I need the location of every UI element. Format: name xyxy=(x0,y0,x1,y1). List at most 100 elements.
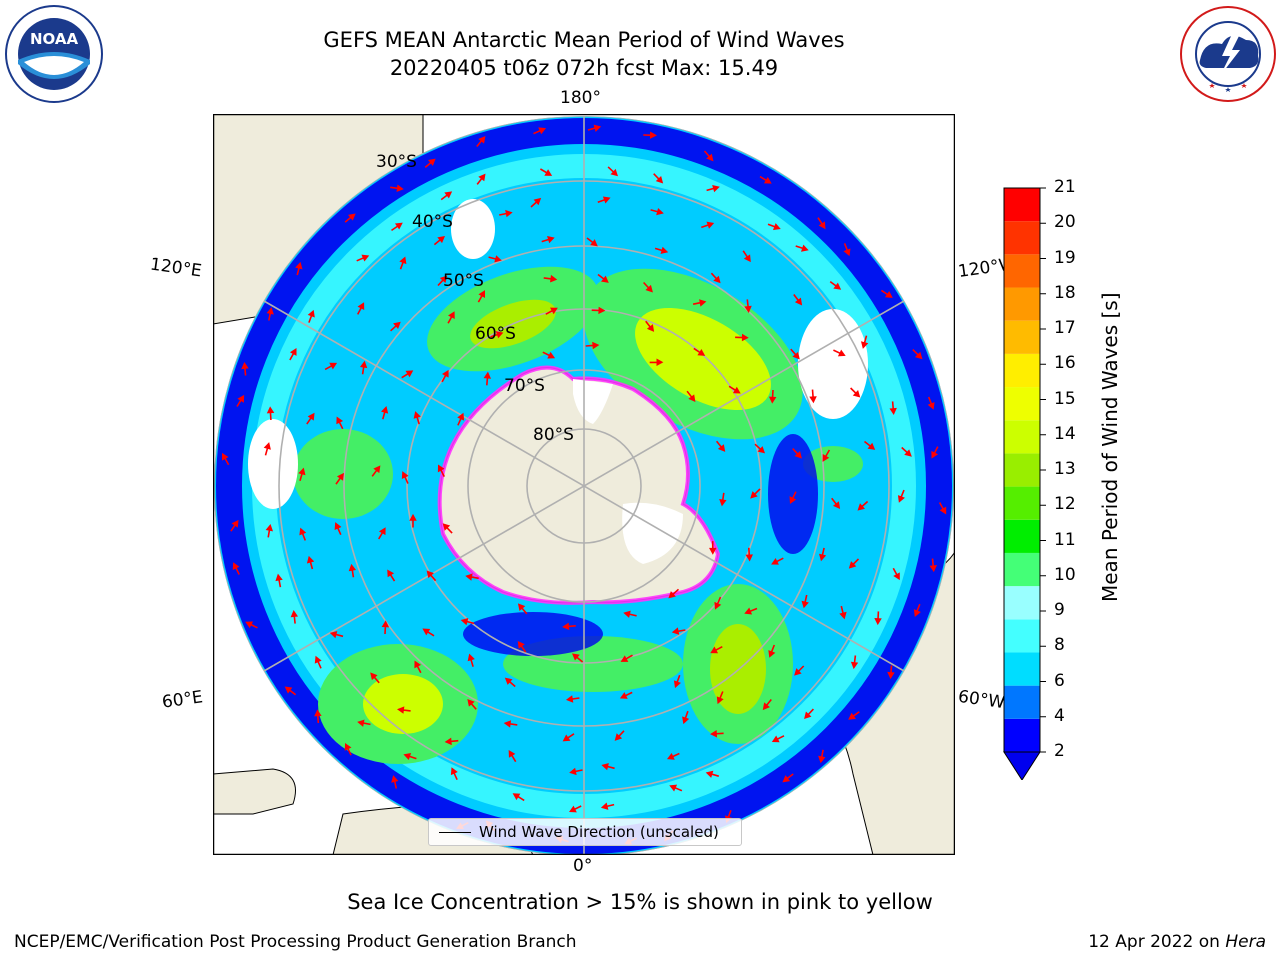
colorbar-tick-label: 12 xyxy=(1054,494,1076,515)
chart-title: GEFS MEAN Antarctic Mean Period of Wind … xyxy=(323,28,845,52)
wave-direction-arrow xyxy=(597,273,609,283)
wave-direction-arrow xyxy=(833,349,846,357)
colorbar-tick-label: 18 xyxy=(1054,282,1076,303)
legend-line-symbol xyxy=(439,831,471,833)
wave-direction-arrow xyxy=(483,371,492,386)
wave-direction-arrow xyxy=(913,603,921,617)
wave-direction-arrow xyxy=(329,630,344,639)
lat-label-60s: 60°S xyxy=(475,324,516,344)
wave-direction-arrow xyxy=(822,449,831,462)
wave-direction-arrow xyxy=(444,737,459,746)
wave-direction-arrow xyxy=(263,442,271,456)
colorbar-tick-label: 2 xyxy=(1054,741,1065,761)
colorbar-band xyxy=(1004,486,1040,520)
wave-direction-arrow xyxy=(818,749,826,764)
wave-direction-arrow xyxy=(710,272,721,284)
wave-direction-arrow xyxy=(401,370,414,379)
wave-direction-arrow xyxy=(742,250,751,263)
wave-direction-arrow xyxy=(265,523,273,538)
wave-direction-arrow xyxy=(284,686,297,696)
colorbar-band xyxy=(1004,420,1040,454)
sea-ice-note: Sea Ice Concentration > 15% is shown in … xyxy=(347,890,933,914)
lon-label-180: 180° xyxy=(560,88,601,108)
wave-direction-arrow xyxy=(477,290,485,303)
wave-direction-arrow xyxy=(709,541,717,555)
wave-direction-arrow xyxy=(504,677,516,688)
colorbar-band xyxy=(1004,519,1040,553)
wave-direction-arrow xyxy=(931,446,939,459)
wave-direction-arrow xyxy=(344,742,352,756)
wave-direction-arrow xyxy=(306,555,315,570)
wave-direction-arrow xyxy=(600,802,615,810)
wave-direction-arrow xyxy=(530,197,542,208)
lat-label-40s: 40°S xyxy=(412,212,453,232)
wave-direction-arrow xyxy=(767,223,781,231)
wave-direction-arrow xyxy=(440,191,453,201)
wave-direction-arrow xyxy=(541,236,555,244)
wave-direction-arrow xyxy=(266,406,275,421)
wave-direction-arrow xyxy=(306,412,315,425)
wave-direction-arrow xyxy=(414,660,422,674)
wave-direction-arrow xyxy=(938,502,947,515)
wave-direction-arrow xyxy=(801,594,809,609)
noaa-logo-text: NOAA xyxy=(30,30,79,48)
ross-ice-shelf xyxy=(573,379,613,424)
colorbar-label: Mean Period of Wind Waves [s] xyxy=(1098,292,1122,602)
wave-direction-arrow xyxy=(818,547,827,562)
wave-direction-arrow xyxy=(607,166,618,177)
wave-direction-arrow xyxy=(568,805,582,813)
wave-direction-arrow xyxy=(850,387,861,398)
wave-direction-arrow xyxy=(901,446,912,457)
colorbar-band xyxy=(1004,652,1040,686)
wave-direction-arrow xyxy=(650,208,664,216)
wave-direction-arrow xyxy=(668,588,680,599)
wave-direction-arrow xyxy=(476,135,486,148)
wave-direction-arrow xyxy=(380,405,389,420)
wave-direction-arrow xyxy=(710,730,724,738)
wave-direction-arrow xyxy=(892,567,900,581)
wave-direction-arrow xyxy=(645,320,655,332)
wave-direction-arrow xyxy=(336,416,344,430)
lat-label-80s: 80°S xyxy=(533,425,574,445)
colorbar-tick-label: 11 xyxy=(1054,529,1076,550)
wave-direction-arrow xyxy=(804,708,814,719)
colorbar-band xyxy=(1004,353,1040,388)
wave-direction-arrow xyxy=(543,274,558,283)
polar-map xyxy=(213,114,955,855)
wave-direction-arrow xyxy=(929,558,937,573)
wave-direction-arrow xyxy=(403,752,417,761)
wave-direction-arrow xyxy=(620,654,633,662)
colorbar-band xyxy=(1004,254,1040,288)
wave-direction-arrow xyxy=(397,706,411,714)
wave-direction-arrow xyxy=(488,255,502,263)
wave-direction-arrow xyxy=(508,749,517,763)
wave-direction-arrow xyxy=(290,610,299,624)
wave-direction-arrow xyxy=(413,411,421,425)
wave-direction-arrow xyxy=(864,440,876,450)
wave-direction-arrow xyxy=(512,793,525,802)
wave-direction-arrow xyxy=(490,331,504,339)
wave-direction-arrow xyxy=(682,710,690,725)
lat-label-50s: 50°S xyxy=(443,271,484,291)
wave-direction-arrow xyxy=(745,547,753,562)
colorbar xyxy=(1003,187,1046,780)
wave-direction-arrow xyxy=(517,640,527,653)
wave-direction-arrow xyxy=(295,261,303,276)
wave-direction-arrow xyxy=(716,691,724,705)
colorbar-band xyxy=(1004,619,1040,653)
map-panel xyxy=(213,114,955,855)
wave-direction-arrow xyxy=(649,358,664,367)
wave-direction-arrow xyxy=(771,735,785,743)
wave-direction-arrow xyxy=(433,235,446,246)
wave-direction-arrow xyxy=(356,302,365,315)
colorbar-tick-label: 10 xyxy=(1054,564,1076,585)
wave-direction-arrow xyxy=(222,452,230,466)
wave-direction-arrow xyxy=(653,173,664,184)
wave-direction-arrow xyxy=(545,307,558,315)
wave-direction-arrow xyxy=(499,209,513,218)
wave-direction-arrow xyxy=(714,596,722,610)
wave-direction-arrow xyxy=(831,497,841,510)
wave-direction-arrow xyxy=(387,569,396,582)
wave-direction-arrow xyxy=(447,311,455,324)
wave-direction-arrow xyxy=(857,500,869,511)
